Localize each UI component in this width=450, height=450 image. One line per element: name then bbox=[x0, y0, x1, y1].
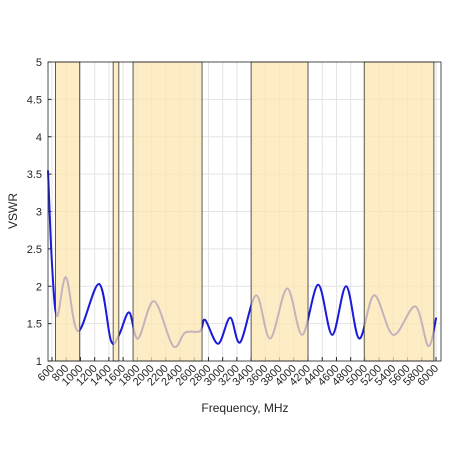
shaded-band bbox=[363, 61, 435, 362]
y-tick-label: 1 bbox=[36, 356, 42, 368]
y-tick-label: 3.5 bbox=[27, 169, 42, 181]
y-tick-label: 3 bbox=[36, 207, 42, 219]
shaded-band bbox=[132, 61, 203, 362]
y-tick-label: 4 bbox=[36, 132, 42, 144]
vswr-line bbox=[47, 170, 438, 349]
y-axis-label: VSWR bbox=[6, 193, 20, 229]
x-axis-label: Frequency, MHz bbox=[201, 401, 288, 415]
axes-box bbox=[47, 61, 442, 362]
y-tick-label: 2 bbox=[36, 281, 42, 293]
shaded-band bbox=[250, 61, 309, 362]
y-tick-label: 5 bbox=[36, 57, 42, 69]
shaded-band bbox=[55, 61, 81, 362]
y-tick-label: 2.5 bbox=[27, 244, 42, 256]
y-tick-label: 1.5 bbox=[27, 319, 42, 331]
shaded-band bbox=[112, 61, 120, 362]
y-tick-label: 4.5 bbox=[27, 94, 42, 106]
